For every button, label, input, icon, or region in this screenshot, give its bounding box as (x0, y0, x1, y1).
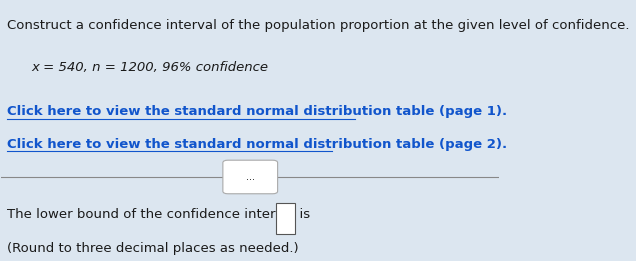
Text: Construct a confidence interval of the population proportion at the given level : Construct a confidence interval of the p… (8, 20, 630, 32)
Text: The lower bound of the confidence interval is: The lower bound of the confidence interv… (8, 208, 310, 221)
Text: x = 540, n = 1200, 96% confidence: x = 540, n = 1200, 96% confidence (31, 61, 268, 74)
Text: ...: ... (245, 172, 255, 182)
Text: Click here to view the standard normal distribution table (page 2).: Click here to view the standard normal d… (8, 138, 508, 151)
FancyBboxPatch shape (276, 203, 295, 234)
FancyBboxPatch shape (223, 160, 278, 194)
Text: Click here to view the standard normal distribution table (page 1).: Click here to view the standard normal d… (8, 105, 508, 118)
Text: (Round to three decimal places as needed.): (Round to three decimal places as needed… (8, 241, 299, 254)
